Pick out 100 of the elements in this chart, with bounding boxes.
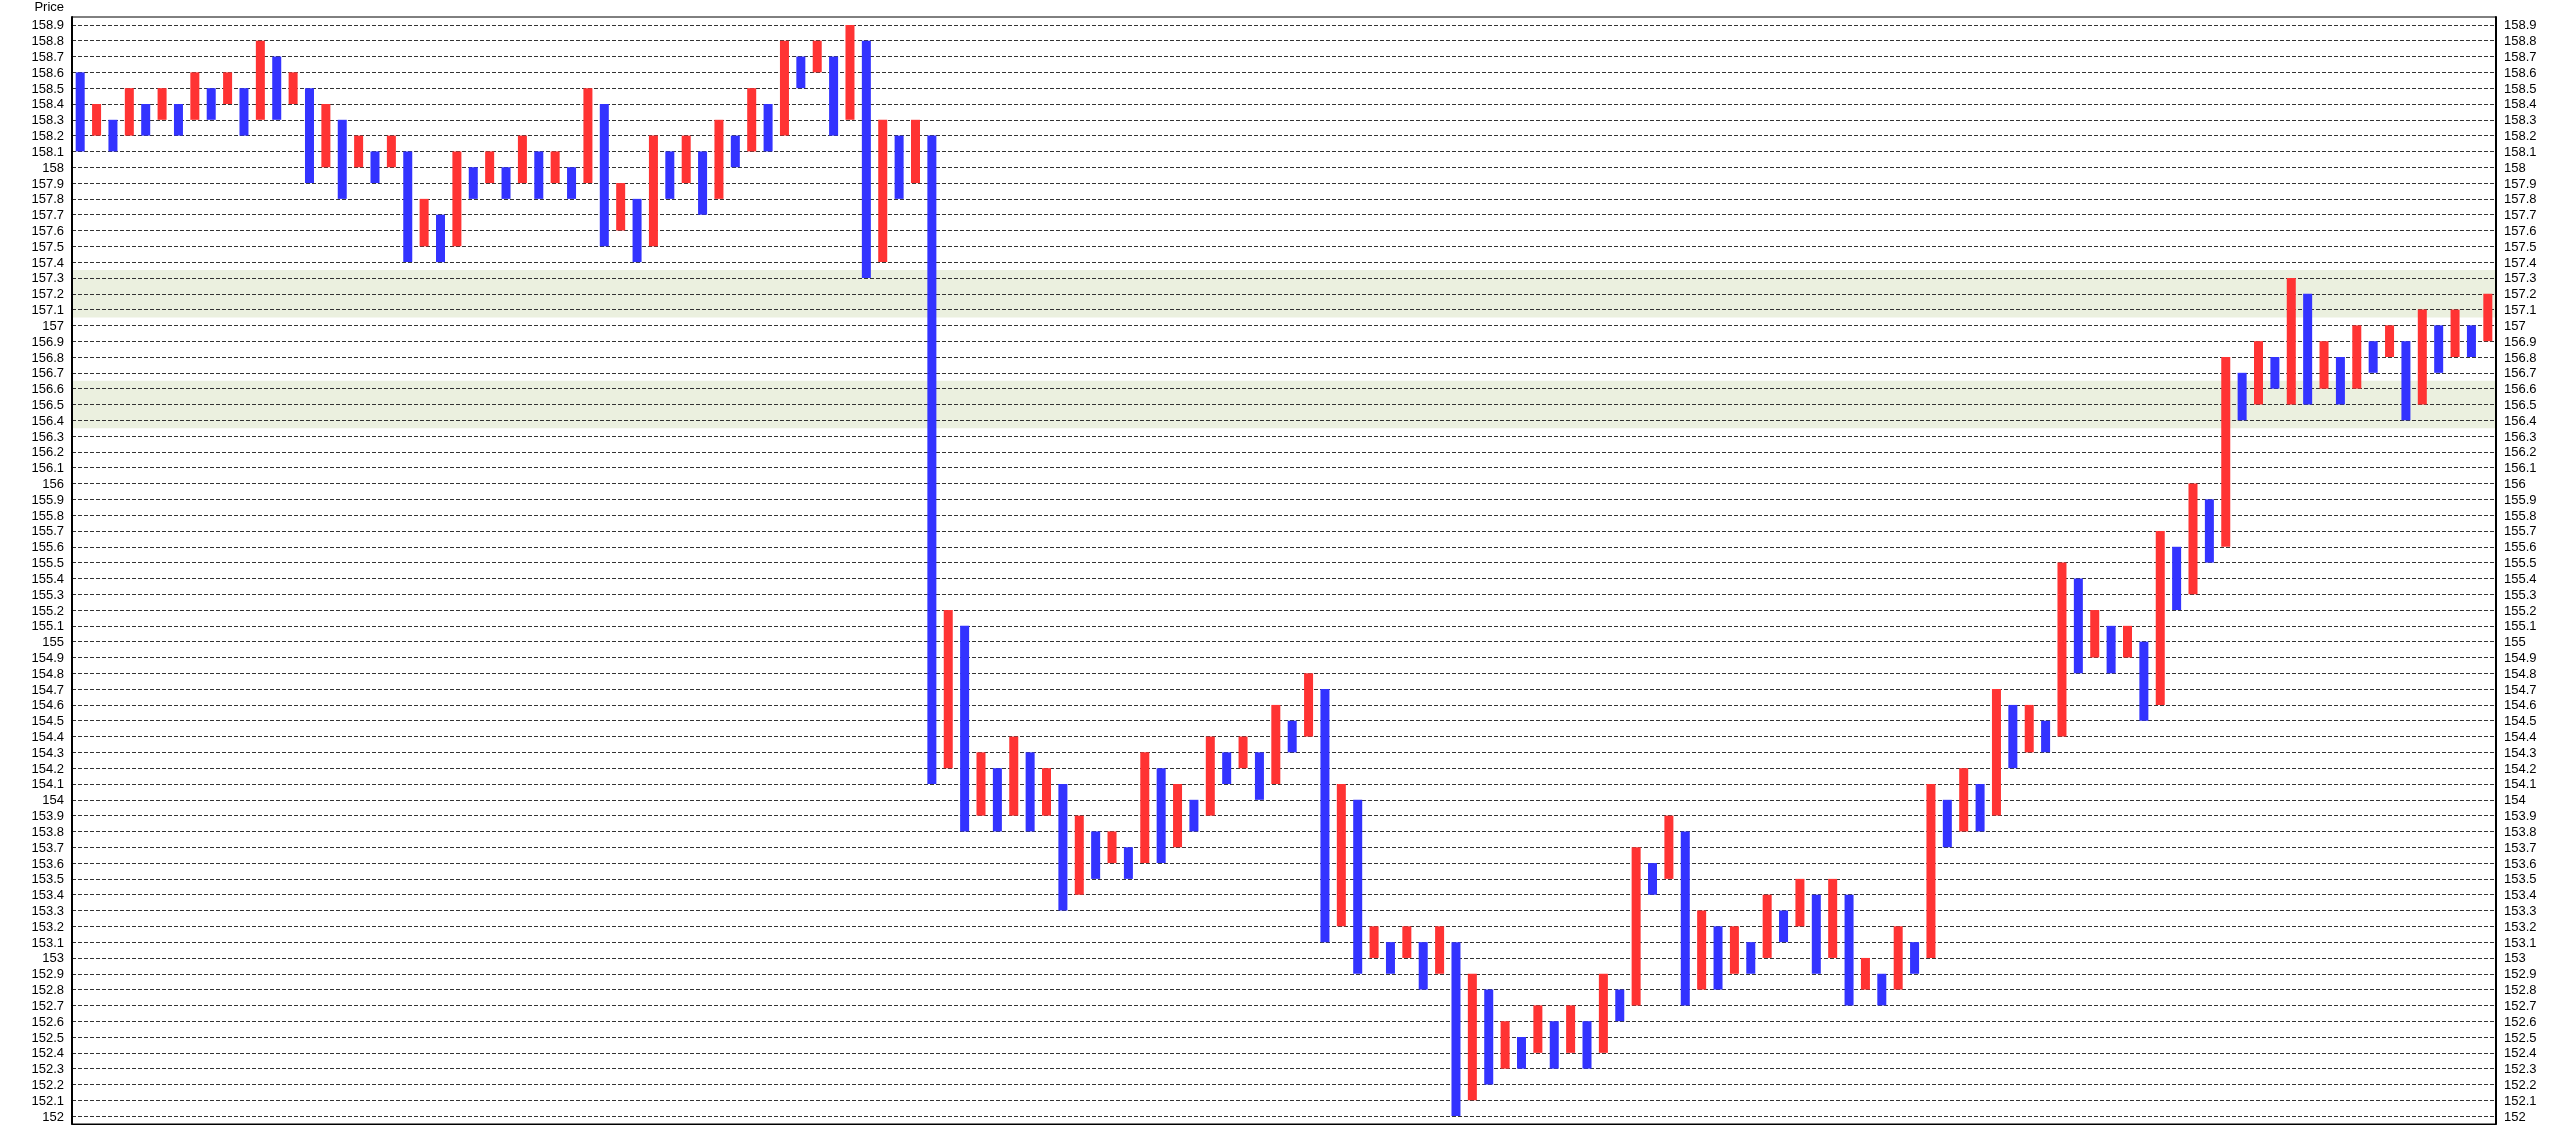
bar xyxy=(419,198,429,247)
bar xyxy=(1877,973,1887,1006)
y-tick-label: 155.4 xyxy=(31,570,64,586)
bar xyxy=(779,40,789,136)
bar xyxy=(2172,546,2182,611)
bar xyxy=(2254,341,2264,405)
y-tick-label: 154.3 xyxy=(31,744,64,760)
bar xyxy=(960,625,970,832)
bar xyxy=(1648,863,1658,895)
y-tick-label: 154.6 xyxy=(31,697,64,713)
y2-tick-label: 158.7 xyxy=(2504,49,2537,65)
y2-tick-label: 153.4 xyxy=(2504,887,2537,903)
bar xyxy=(698,151,708,215)
bar xyxy=(1287,720,1297,753)
bar xyxy=(567,167,577,199)
bar xyxy=(1795,878,1805,927)
y2-tick-label: 158.1 xyxy=(2504,143,2537,159)
y-tick-label: 154.2 xyxy=(31,760,64,776)
y-tick-label: 157.2 xyxy=(31,286,64,302)
y2-tick-label: 158.6 xyxy=(2504,64,2537,80)
bar xyxy=(2188,483,2198,595)
bar xyxy=(2041,720,2051,753)
bar xyxy=(2090,610,2100,658)
y2-tick-label: 158.5 xyxy=(2504,80,2537,96)
bar xyxy=(861,40,871,278)
y-tick-label: 153.1 xyxy=(31,934,64,950)
bar xyxy=(1959,768,1969,832)
bar xyxy=(1533,1005,1543,1053)
y-tick-label: 154.9 xyxy=(31,649,64,665)
y2-tick-label: 154.6 xyxy=(2504,697,2537,713)
bar xyxy=(239,88,249,136)
bar xyxy=(2155,530,2165,705)
y-tick-label: 158 xyxy=(42,159,64,175)
bar xyxy=(1828,878,1838,958)
y2-tick-label: 158 xyxy=(2504,159,2526,175)
bar xyxy=(1451,942,1461,1117)
y2-tick-label: 155.5 xyxy=(2504,555,2537,571)
y-tick-label: 158.7 xyxy=(31,49,64,65)
y-tick-label: 153.9 xyxy=(31,808,64,824)
bar xyxy=(1566,1005,1576,1053)
y2-tick-label: 156.7 xyxy=(2504,365,2537,381)
bar xyxy=(501,167,511,199)
y2-tick-label: 152.7 xyxy=(2504,997,2537,1013)
y-tick-label: 152.2 xyxy=(31,1076,64,1092)
y-tick-label: 155.2 xyxy=(31,602,64,618)
bar xyxy=(1844,894,1854,1006)
bar xyxy=(1729,926,1739,974)
bar xyxy=(2417,309,2427,405)
bar xyxy=(1140,752,1150,864)
bar xyxy=(1369,926,1379,958)
bar xyxy=(1156,768,1166,864)
y-tick-label: 155.1 xyxy=(31,618,64,634)
bar xyxy=(2335,357,2345,405)
y2-tick-label: 153.1 xyxy=(2504,934,2537,950)
y2-tick-label: 155.9 xyxy=(2504,491,2537,507)
y2-tick-label: 152.4 xyxy=(2504,1045,2537,1061)
y-tick-label: 158.6 xyxy=(31,64,64,80)
bar xyxy=(1926,783,1936,958)
y2-tick-label: 157.9 xyxy=(2504,175,2537,191)
y2-tick-label: 153.3 xyxy=(2504,903,2537,919)
y2-tick-label: 155.1 xyxy=(2504,618,2537,634)
bar xyxy=(1320,689,1330,943)
y-tick-label: 153.8 xyxy=(31,823,64,839)
bar xyxy=(927,135,937,784)
y2-tick-label: 158.2 xyxy=(2504,128,2537,144)
y-tick-label: 153.2 xyxy=(31,918,64,934)
y-tick-label: 156.1 xyxy=(31,460,64,476)
y2-tick-label: 158.3 xyxy=(2504,112,2537,128)
bar xyxy=(1107,831,1117,864)
y2-tick-label: 157.4 xyxy=(2504,254,2537,270)
y2-tick-label: 157.1 xyxy=(2504,302,2537,318)
y2-tick-label: 156.8 xyxy=(2504,349,2537,365)
y2-tick-label: 153.2 xyxy=(2504,918,2537,934)
y2-tick-label: 154.5 xyxy=(2504,713,2537,729)
y-tick-label: 157.6 xyxy=(31,222,64,238)
y2-tick-label: 155.8 xyxy=(2504,507,2537,523)
y-tick-label: 156.4 xyxy=(31,412,64,428)
bar xyxy=(190,72,200,120)
bar xyxy=(583,88,593,184)
bar xyxy=(714,119,724,199)
bar xyxy=(157,88,167,120)
y-tick-label: 157.1 xyxy=(31,302,64,318)
bar xyxy=(1058,783,1068,911)
y-tick-label: 158.1 xyxy=(31,143,64,159)
bar xyxy=(1385,942,1395,974)
y-tick-label: 157.9 xyxy=(31,175,64,191)
y-tick-label: 154.4 xyxy=(31,729,64,745)
y2-tick-label: 155.6 xyxy=(2504,539,2537,555)
y-tick-label: 156.2 xyxy=(31,444,64,460)
y-tick-label: 158.4 xyxy=(31,96,64,112)
bar xyxy=(485,151,495,184)
bar xyxy=(2303,293,2313,405)
bar xyxy=(2319,341,2329,389)
bar xyxy=(370,151,380,184)
y2-tick-label: 153 xyxy=(2504,950,2526,966)
bar xyxy=(1304,673,1314,737)
bar xyxy=(910,119,920,184)
bar xyxy=(2204,499,2214,563)
y2-tick-label: 154.3 xyxy=(2504,744,2537,760)
y2-tick-label: 155.3 xyxy=(2504,586,2537,602)
